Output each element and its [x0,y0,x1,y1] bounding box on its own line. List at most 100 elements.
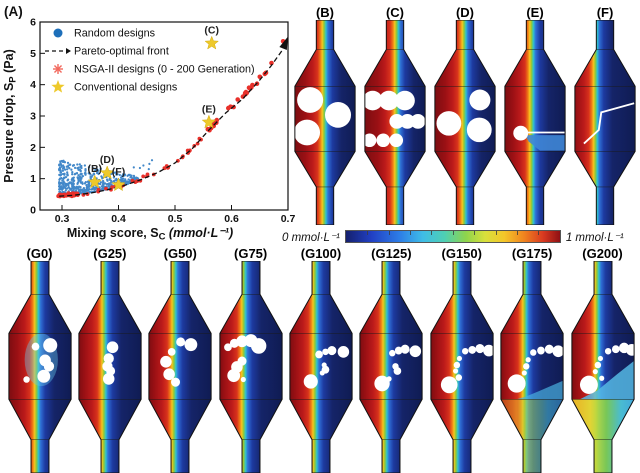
simulation-panel-label: (G100) [300,246,342,261]
panel-g150: (G150) [428,246,495,473]
mixer-simulation [7,261,72,473]
pareto-front-line [59,38,288,197]
legend-label: Conventional designs [74,82,178,94]
panel-g125: (G125) [358,246,425,473]
legend-asterisk-icon [53,64,63,74]
colorbar-tick [538,231,540,235]
svg-text:5: 5 [30,48,36,60]
section-boundaries [501,293,564,441]
svg-text:0.6: 0.6 [224,213,239,225]
mixer-outline [500,261,564,473]
panel-g75: (G75) [217,246,284,473]
panel-g0: (G0) [6,246,73,473]
mixer-simulation [78,261,142,473]
section-boundaries [8,293,71,441]
y-axis-label: Pressure drop, SP (Pa) [2,49,19,182]
pareto-arrow-head [279,36,288,50]
colorbar-tick [367,231,369,235]
svg-text:3: 3 [30,111,36,123]
obstacle-circles [364,90,426,148]
mixer-simulation [504,20,566,225]
simulation-panel-label: (G150) [441,246,482,261]
mixer-simulation [500,261,564,473]
mixer-outline [430,261,494,473]
simulation-panel-label: (G25) [93,246,127,261]
mixer-outline [504,20,566,225]
mixer-outline [78,261,142,473]
panel-a-label: (A) [4,4,23,19]
simulation-panel-label: (D) [455,5,475,20]
simulation-panel-label: (F) [596,5,614,20]
mixed-region-overlay [525,135,565,151]
annotation-e: (E) [202,103,216,115]
svg-text:4: 4 [30,79,36,91]
colorbar-max-label: 1 mmol·L⁻¹ [565,231,624,244]
simulation-panel-label: (G175) [511,246,553,261]
colorbar-tick [474,231,476,235]
annotation-d: (D) [100,154,115,166]
axis-ticks: 0.3 0.4 0.5 0.6 0.7 0 1 2 3 4 5 6 [30,17,295,225]
panel-g175: (G175) [499,246,566,473]
colorbar-tick [431,231,433,235]
obstacle-circles [160,337,198,387]
mixer-simulation [364,20,426,225]
mixer-simulation [434,20,496,225]
mixed-outlet-overlay [501,399,564,473]
legend-star-icon [51,80,65,93]
colorbar-tick [410,231,412,235]
mixer-outline [364,20,426,225]
section-boundaries [219,293,282,441]
mixer-simulation [430,261,494,473]
obstacle-circles [579,342,634,394]
svg-text:1: 1 [30,173,36,185]
panel-f: (F) [572,5,638,227]
panel-g100: (G100) [288,246,355,473]
mixed-region-overlay [579,361,634,400]
obstacle-circles [374,344,422,392]
mixer-outline [289,261,353,473]
mixer-outline [570,261,635,473]
annotation-f: (F) [112,166,125,178]
colorbar-tick [452,231,454,235]
simulation-panel-label: (E) [526,5,544,20]
obstacle-circles [102,341,119,385]
simulation-panel-label: (G50) [163,246,197,261]
section-boundaries [360,293,423,441]
colorbar-gradient [344,230,561,243]
section-boundaries [289,293,353,441]
simulation-panel-label: (B) [315,5,335,20]
obstacle-circles [303,345,350,389]
simulation-panel-label: (G0) [26,246,53,261]
mixer-simulation [219,261,283,473]
x-axis-label: Mixing score, SC (mmol·L⁻¹) [67,226,233,243]
obstacle-circles [436,89,492,143]
panel-g200: (G200) [569,246,636,473]
obstacle-circles [507,344,564,393]
section-boundaries [430,293,493,441]
section-boundaries [574,49,636,188]
svg-text:0.3: 0.3 [55,213,70,225]
section-boundaries [294,49,356,188]
colorbar-min-label: 0 mmol·L⁻¹ [282,231,340,244]
mixer-outline [359,261,423,473]
svg-text:0: 0 [30,205,36,217]
section-boundaries [571,293,634,441]
panel-b: (B) [292,5,358,227]
simulation-panel-label: (G125) [371,246,412,261]
panel-d: (D) [432,5,498,227]
mixer-outline [219,261,283,473]
obstacle-circles [513,125,529,141]
panel-c: (C) [362,5,428,227]
obstacle-circles [223,334,266,383]
scatter-plot-panel-A: 0.3 0.4 0.5 0.6 0.7 0 1 2 3 4 5 6 Mixing score, SC (… [2,4,295,243]
obstacle-circles [22,338,57,383]
mixer-simulation [289,261,353,473]
panel-g50: (G50) [147,246,214,473]
svg-text:6: 6 [30,17,36,29]
section-boundaries [364,49,426,188]
section-boundaries [149,293,212,441]
svg-text:0.4: 0.4 [111,213,126,225]
svg-text:2: 2 [30,142,36,154]
panel-g25: (G25) [76,246,143,473]
